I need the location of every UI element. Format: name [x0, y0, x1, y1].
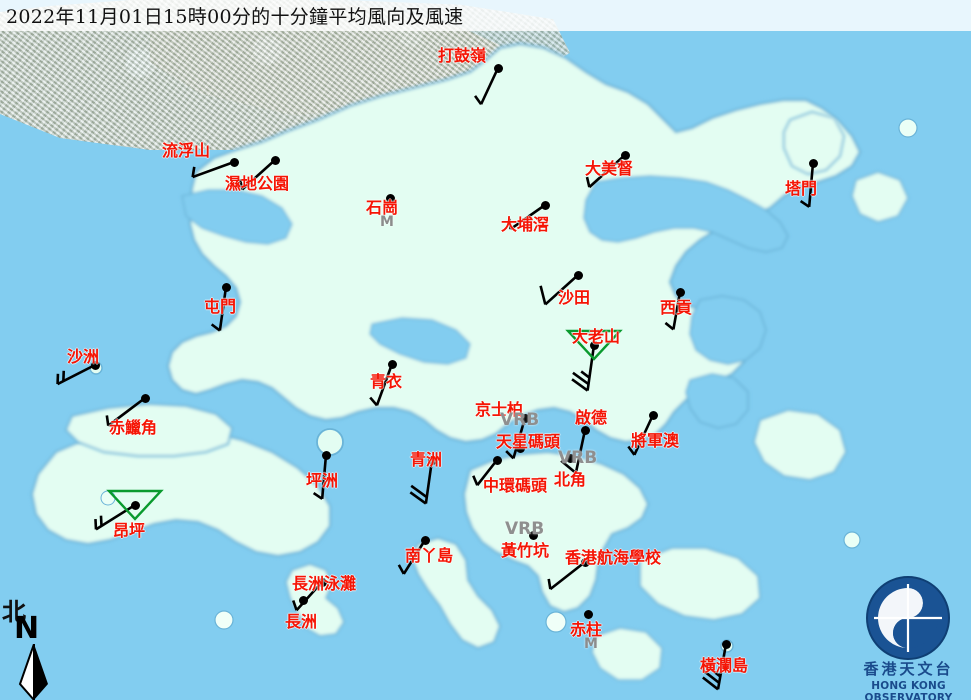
- station-marker-dot[interactable]: [540, 200, 550, 210]
- station-marker-dot[interactable]: [420, 535, 430, 545]
- compass-rose: 北 N: [2, 592, 72, 700]
- station-status-sub-label: M: [380, 214, 394, 230]
- station-name-label: 濕地公園: [225, 174, 290, 193]
- station-name-label: 打鼓嶺: [438, 46, 487, 65]
- station-marker-dot[interactable]: [90, 360, 100, 370]
- station-name-label: 青衣: [370, 372, 403, 391]
- station-name-label: 京士柏: [475, 400, 524, 419]
- station-marker-dot[interactable]: [808, 158, 818, 168]
- station-marker-dot[interactable]: [321, 450, 331, 460]
- station-name-label: 石崗: [366, 198, 399, 217]
- station-name-label: 啟德: [575, 408, 608, 427]
- station-name-label: 長洲: [285, 612, 318, 631]
- hko-emblem-icon: [866, 576, 950, 660]
- landmass-small-islet-4: [843, 531, 861, 549]
- compass-label-cn: 北: [2, 597, 26, 626]
- station-name-label: 橫瀾島: [700, 656, 749, 675]
- station-vrb-label: VRB: [505, 519, 545, 539]
- station-name-label: 沙洲: [67, 347, 100, 366]
- station-name-label: 流浮山: [162, 141, 211, 160]
- station-name-label: 中環碼頭: [483, 476, 548, 495]
- station-marker-dot[interactable]: [221, 282, 231, 292]
- title-bar: 2022年11月01日15時00分的十分鐘平均風向及風速: [0, 0, 971, 31]
- station-marker-dot[interactable]: [573, 270, 583, 280]
- station-name-label: 大美督: [585, 159, 634, 178]
- station-marker-dot[interactable]: [493, 63, 503, 73]
- station-marker-dot[interactable]: [385, 193, 395, 203]
- sai-kung-bay: [689, 295, 767, 365]
- station-marker-dot[interactable]: [520, 413, 530, 423]
- station-name-label: 沙田: [558, 288, 591, 307]
- deep-bay: [181, 189, 293, 245]
- station-name-label: 大埔滘: [501, 215, 550, 234]
- station-marker-dot[interactable]: [492, 455, 502, 465]
- station-marker-dot[interactable]: [130, 500, 140, 510]
- station-name-label: 塔門: [785, 179, 818, 198]
- station-marker-dot[interactable]: [565, 453, 575, 463]
- station-name-label: 北角: [554, 470, 587, 489]
- station-name-label: 西貢: [660, 298, 693, 317]
- station-name-label: 天星碼頭: [496, 432, 561, 451]
- station-name-label: 香港航海學校: [565, 548, 662, 567]
- station-marker-dot[interactable]: [298, 595, 308, 605]
- station-name-label: 將軍澳: [631, 431, 680, 450]
- station-vrb-label: VRB: [500, 410, 540, 430]
- compass-label-n: N: [14, 611, 40, 646]
- station-marker-dot[interactable]: [140, 393, 150, 403]
- station-marker-dot[interactable]: [427, 455, 437, 465]
- landmass-tap-mun: [783, 111, 845, 175]
- hko-logo-en: HONG KONG OBSERVATORY: [864, 680, 953, 700]
- station-name-label: 大老山: [572, 327, 621, 346]
- station-name-label: 南丫島: [405, 546, 454, 565]
- landmass-se-islands: [639, 547, 761, 621]
- landmass-small-islet-2: [545, 611, 567, 633]
- landmass-ne-islets: [851, 171, 909, 223]
- station-name-label: 屯門: [204, 297, 237, 316]
- station-marker-dot[interactable]: [387, 359, 397, 369]
- station-marker-dot[interactable]: [620, 150, 630, 160]
- sai-kung-inlet-2: [685, 373, 749, 429]
- hko-logo-cn: 香港天文台: [863, 660, 954, 678]
- landmass-small-islet-3: [100, 490, 116, 506]
- station-name-label: 坪洲: [306, 471, 339, 490]
- landmass-po-toi: [591, 627, 663, 681]
- station-name-label: 長洲泳灘: [292, 574, 357, 593]
- station-status-sub-label: M: [584, 636, 598, 652]
- station-marker-dot[interactable]: [675, 287, 685, 297]
- station-marker-dot[interactable]: [515, 443, 525, 453]
- landmass-lamma: [410, 536, 502, 650]
- station-marker-dot[interactable]: [229, 157, 239, 167]
- station-name-label: 黃竹坑: [501, 541, 550, 560]
- station-marker-dot[interactable]: [270, 155, 280, 165]
- station-marker-dot[interactable]: [648, 410, 658, 420]
- page-title: 2022年11月01日15時00分的十分鐘平均風向及風速: [6, 6, 464, 28]
- compass-needle-icon: [18, 644, 48, 700]
- station-marker-dot[interactable]: [317, 577, 327, 587]
- station-marker-dot[interactable]: [580, 557, 590, 567]
- landmass-peng-chau: [316, 428, 344, 456]
- landmass-small-islet-1: [214, 610, 234, 630]
- hko-logo: 香港天文台 HONG KONG OBSERVATORY: [846, 574, 971, 700]
- tolo-harbour: [583, 175, 789, 253]
- station-name-label: 赤柱: [570, 620, 603, 639]
- station-name-label: 昂坪: [113, 521, 146, 540]
- station-marker-dot[interactable]: [589, 340, 599, 350]
- station-vrb-label: VRB: [558, 448, 598, 468]
- landmass-sai-kung-islands: [753, 409, 847, 481]
- station-marker-dot[interactable]: [721, 639, 731, 649]
- station-name-label: 青洲: [410, 450, 443, 469]
- station-name-label: 赤鱲角: [109, 418, 158, 437]
- station-marker-dot[interactable]: [583, 609, 593, 619]
- rambler-channel: [369, 317, 471, 365]
- landmass-small-islet-5: [898, 118, 918, 138]
- station-marker-dot[interactable]: [580, 425, 590, 435]
- landmass-hong-kong-island: [462, 450, 650, 614]
- station-marker-dot[interactable]: [528, 530, 538, 540]
